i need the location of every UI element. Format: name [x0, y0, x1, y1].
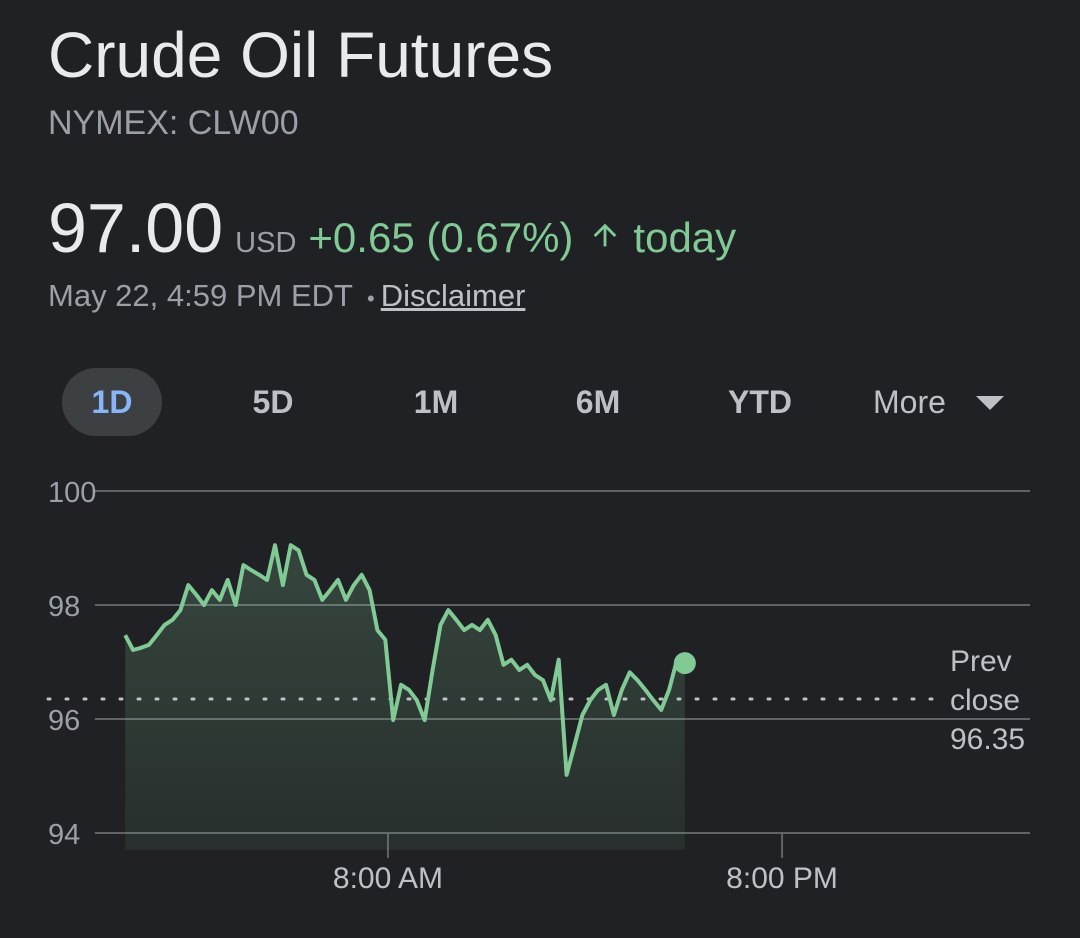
disclaimer-link[interactable]: Disclaimer [380, 278, 526, 313]
timestamp-row: May 22, 4:59 PM EDT • Disclaimer [48, 278, 525, 314]
separator: • [367, 286, 375, 311]
range-tab[interactable]: 6M [575, 384, 621, 420]
range-tab[interactable]: 1D [62, 368, 162, 436]
range-tab[interactable]: YTD [728, 384, 792, 420]
dropdown-icon [976, 396, 1004, 410]
prev-close-label: Prev close [950, 645, 1021, 717]
y-tick-label: 100 [48, 477, 96, 509]
y-tick-label: 96 [48, 705, 80, 737]
price-line [123, 543, 686, 777]
area-fill [125, 545, 685, 850]
y-tick-label: 94 [48, 819, 80, 851]
currency: USD [235, 227, 297, 259]
up-arrow [594, 223, 617, 247]
last-point [673, 652, 696, 675]
ticker: NYMEX: CLW00 [48, 104, 299, 142]
prev-close-value: 96.35 [950, 723, 1026, 756]
price: 97.00 [48, 189, 224, 267]
price-row: 97.00 USD +0.65 (0.67%) today [48, 188, 736, 268]
change: +0.65 (0.67%) [308, 214, 574, 261]
range-tab[interactable]: 1M [413, 384, 459, 420]
range-tab[interactable]: 5D [252, 384, 294, 420]
timestamp: May 22, 4:59 PM EDT [48, 278, 353, 313]
range-tab[interactable]: More [873, 384, 946, 420]
period: today [633, 214, 737, 261]
x-tick-label: 8:00 AM [333, 862, 443, 895]
prev-close: Prev close 96.35 [950, 642, 1040, 759]
y-tick-label: 98 [48, 591, 80, 623]
x-tick-label: 8:00 PM [726, 862, 838, 895]
title: Crude Oil Futures [48, 19, 554, 91]
